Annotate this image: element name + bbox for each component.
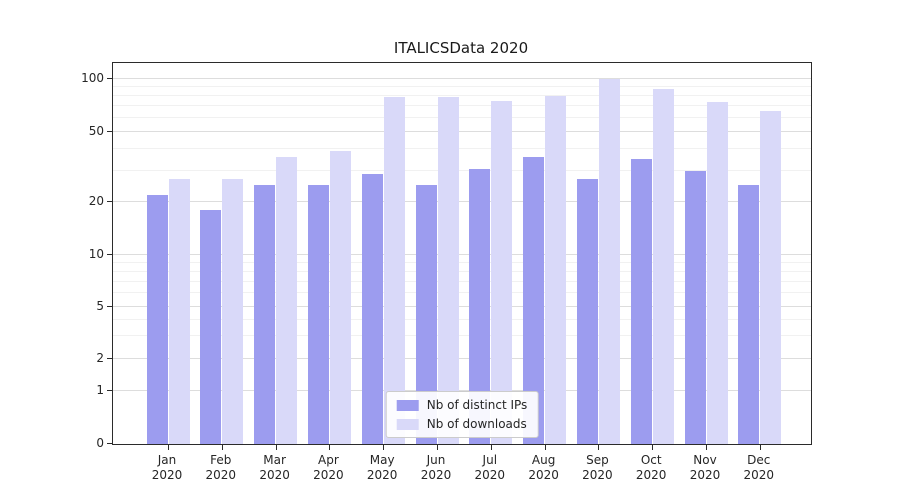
major-gridline <box>113 390 811 392</box>
bar-distinct-ips <box>254 185 276 444</box>
minor-gridline <box>113 148 811 150</box>
y-tick-label: 1 <box>96 383 104 398</box>
x-axis-tick-labels: Jan 2020 Feb 2020 Mar 2020 Apr 2020 May 2020 Jun 20… <box>112 443 810 493</box>
major-gridline <box>113 78 811 80</box>
y-tick-mark <box>107 201 112 203</box>
minor-gridline <box>113 86 811 88</box>
bar-downloads <box>329 150 351 444</box>
bar-downloads <box>383 97 405 444</box>
x-tick-label: Sep 2020 <box>582 453 613 482</box>
major-gridline <box>113 305 811 307</box>
y-tick-label: 0 <box>96 436 104 450</box>
bar-downloads <box>652 88 674 444</box>
legend-swatch-downloads <box>396 418 419 430</box>
chart-title: ITALICSData 2020 <box>393 39 529 57</box>
bar-downloads <box>598 79 620 444</box>
bar-distinct-ips <box>738 185 760 444</box>
major-gridline <box>113 201 811 203</box>
bar-distinct-ips <box>576 179 598 444</box>
x-tick-mark <box>490 445 492 450</box>
x-tick-mark <box>275 445 277 450</box>
y-tick-mark <box>107 78 112 80</box>
x-tick-mark <box>706 445 707 450</box>
bar-distinct-ips <box>307 185 329 444</box>
bar-distinct-ips <box>684 171 706 444</box>
x-tick-mark <box>383 445 385 450</box>
x-tick-label: Jun 2020 <box>420 453 452 482</box>
x-tick-label: Aug 2020 <box>528 453 559 482</box>
bar-downloads <box>491 100 513 444</box>
y-tick-label: 50 <box>88 123 104 138</box>
minor-gridline <box>113 117 811 119</box>
x-tick-label: Jan 2020 <box>151 453 183 482</box>
legend-label-downloads: Nb of downloads <box>426 417 527 431</box>
legend: Nb of distinct IPs Nb of downloads <box>385 391 539 438</box>
bar-downloads <box>706 102 728 444</box>
x-tick-label: Mar 2020 <box>259 453 290 482</box>
bar-downloads <box>545 96 567 444</box>
bar-distinct-ips <box>523 157 545 444</box>
minor-gridline <box>113 292 811 294</box>
y-tick-label: 10 <box>88 247 104 262</box>
x-tick-mark <box>329 445 331 450</box>
y-axis-tick-labels: 0 1 2 5 10 20 50 100 <box>0 62 104 450</box>
major-gridline <box>113 254 811 256</box>
minor-gridline <box>113 280 811 282</box>
x-tick-mark <box>168 445 169 450</box>
y-tick-mark <box>107 443 112 444</box>
bar-distinct-ips <box>200 210 222 444</box>
minor-gridline <box>113 95 811 97</box>
minor-gridline <box>113 261 811 263</box>
bar-downloads <box>760 110 782 444</box>
x-tick-label: Apr 2020 <box>313 453 344 482</box>
y-tick-mark <box>107 130 112 132</box>
bar-distinct-ips <box>630 159 652 444</box>
x-tick-label: Oct 2020 <box>635 453 667 482</box>
bar-distinct-ips <box>146 194 168 444</box>
x-tick-label: Dec 2020 <box>743 453 775 482</box>
x-tick-label: Feb 2020 <box>205 453 237 482</box>
bar-downloads <box>276 157 298 444</box>
x-tick-mark <box>652 445 654 450</box>
x-tick-mark <box>544 445 546 450</box>
legend-swatch-distinct-ips <box>396 399 419 411</box>
bar-downloads <box>168 179 190 444</box>
y-tick-mark <box>107 390 112 392</box>
bar-distinct-ips <box>469 168 491 444</box>
bar-distinct-ips <box>361 173 383 444</box>
y-tick-label: 100 <box>81 71 104 86</box>
minor-gridline <box>113 170 811 172</box>
bar-downloads <box>437 97 459 444</box>
y-tick-mark <box>107 305 112 307</box>
x-tick-mark <box>598 445 600 450</box>
bar-distinct-ips <box>415 185 437 444</box>
y-tick-mark <box>107 358 112 360</box>
y-tick-label: 2 <box>96 351 104 366</box>
y-tick-label: 20 <box>88 194 104 209</box>
minor-gridline <box>113 270 811 272</box>
bar-downloads <box>222 179 244 444</box>
minor-gridline <box>113 334 811 336</box>
x-tick-mark <box>759 445 761 450</box>
major-gridline <box>113 130 811 132</box>
y-tick-label: 5 <box>96 298 104 313</box>
x-tick-label: May 2020 <box>366 453 398 482</box>
legend-item-distinct-ips: Nb of distinct IPs <box>396 398 528 412</box>
major-gridline <box>113 358 811 360</box>
legend-item-downloads: Nb of downloads <box>396 417 528 431</box>
legend-label-distinct-ips: Nb of distinct IPs <box>426 398 528 412</box>
plot-area: Nb of distinct IPs Nb of downloads <box>107 62 812 450</box>
minor-gridline <box>113 105 811 107</box>
x-tick-label: Nov 2020 <box>689 453 721 482</box>
x-tick-label: Jul 2020 <box>474 453 506 482</box>
y-tick-mark <box>107 254 112 256</box>
x-tick-mark <box>437 445 438 450</box>
x-tick-mark <box>221 445 223 450</box>
minor-gridline <box>113 318 811 320</box>
